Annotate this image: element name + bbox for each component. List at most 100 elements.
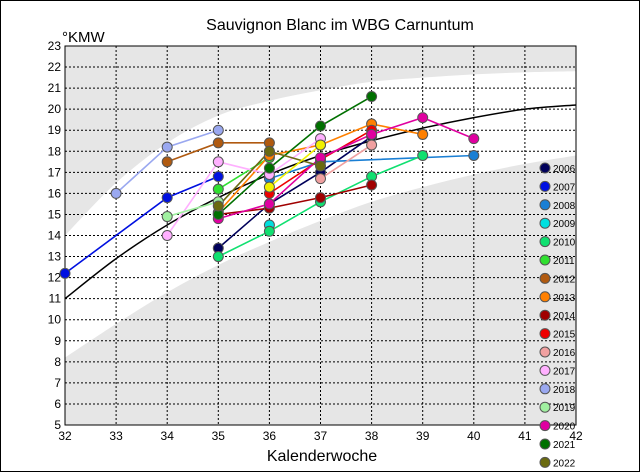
- data-point-2007: [161, 192, 173, 204]
- legend-marker-2016: [539, 346, 551, 358]
- legend-marker-2008: [539, 199, 551, 211]
- x-tick-label: 36: [263, 429, 277, 443]
- plot-border: [64, 45, 577, 426]
- data-point-2020: [468, 133, 480, 145]
- legend-marker-2010: [539, 236, 551, 248]
- legend-label-2014: 2014: [553, 311, 576, 322]
- data-point-2018: [161, 141, 173, 153]
- x-tick-label: 32: [58, 429, 72, 443]
- y-axis-label: °KMW: [62, 29, 105, 46]
- data-point-2012: [161, 156, 173, 168]
- data-point-2007: [59, 267, 71, 279]
- data-point-2019: [161, 211, 173, 223]
- data-point-2007: [212, 171, 224, 183]
- series-line-2023: [268, 144, 322, 188]
- legend-label-2013: 2013: [553, 293, 576, 304]
- series-line-2011: [217, 156, 270, 190]
- legend-marker-2018: [539, 383, 551, 395]
- y-tick-label: 5: [54, 418, 61, 432]
- y-tick-label: 13: [48, 250, 62, 264]
- data-point-2023: [263, 181, 275, 193]
- data-point-2013: [417, 128, 429, 140]
- legend-label-2022: 2022: [553, 458, 576, 469]
- legend-label-2007: 2007: [553, 182, 576, 193]
- data-point-2021: [315, 120, 326, 132]
- x-tick-label: 39: [416, 429, 430, 443]
- x-tick-label: 34: [161, 429, 175, 443]
- legend-label-2016: 2016: [553, 348, 576, 359]
- series-line-2021: [217, 95, 372, 216]
- data-point-2012: [212, 137, 224, 149]
- data-point-2018: [110, 187, 122, 199]
- data-point-2022: [263, 145, 275, 157]
- legend-marker-2015: [539, 328, 551, 340]
- data-point-2010: [263, 225, 275, 237]
- legend-marker-2014: [539, 309, 551, 321]
- legend-marker-2022: [539, 456, 551, 468]
- legend-label-2011: 2011: [553, 256, 575, 267]
- legend-label-2008: 2008: [553, 201, 576, 212]
- legend-label-2012: 2012: [553, 274, 576, 285]
- data-point-2016: [366, 139, 378, 151]
- y-tick-label: 19: [48, 123, 62, 137]
- legend-marker-2009: [539, 217, 551, 229]
- y-tick-label: 16: [48, 186, 62, 200]
- legend-marker-2011: [539, 254, 551, 266]
- legend-label-2006: 2006: [553, 164, 576, 175]
- y-tick-label: 21: [48, 81, 62, 95]
- legend-marker-2013: [539, 291, 551, 303]
- data-point-2017: [161, 230, 173, 241]
- legend-marker-2006: [539, 162, 551, 174]
- data-point-2022: [315, 160, 326, 172]
- data-point-2017: [212, 156, 224, 168]
- x-tick-label: 35: [212, 429, 226, 443]
- series-line-2020: [218, 116, 475, 220]
- x-tick-label: 37: [314, 429, 328, 443]
- data-point-2010: [417, 149, 429, 161]
- y-tick-label: 15: [48, 207, 62, 221]
- series-line-2019: [166, 201, 219, 218]
- y-tick-label: 10: [48, 313, 62, 327]
- y-tick-label: 8: [54, 355, 61, 369]
- x-tick-label: 41: [518, 429, 532, 443]
- series-line-2017: [166, 137, 321, 236]
- y-tick-label: 11: [49, 292, 62, 306]
- legend-label-2020: 2020: [553, 422, 576, 433]
- data-point-2014: [315, 192, 326, 204]
- data-point-2021: [366, 91, 378, 103]
- legend-label-2019: 2019: [553, 403, 576, 414]
- y-tick-label: 17: [48, 165, 62, 179]
- data-point-2020: [263, 198, 275, 210]
- data-point-2014: [366, 179, 378, 191]
- data-point-2020: [366, 128, 378, 140]
- legend: 2006 2007 2008 2009 2010 2011 2012 2013 2014 2015…: [539, 162, 576, 469]
- y-tick-label: 22: [48, 60, 62, 74]
- y-tick-label: 9: [54, 334, 61, 348]
- legend-marker-2007: [539, 180, 551, 192]
- legend-marker-2021: [539, 438, 551, 450]
- data-point-2023: [315, 139, 326, 151]
- x-axis-label: Kalenderwoche: [267, 448, 377, 465]
- legend-label-2021: 2021: [553, 440, 576, 451]
- legend-label-2015: 2015: [553, 330, 576, 341]
- legend-marker-2019: [539, 401, 551, 413]
- chart-title: Sauvignon Blanc im WBG Carnuntum: [206, 17, 474, 34]
- legend-marker-2017: [539, 364, 551, 376]
- legend-label-2017: 2017: [553, 366, 576, 377]
- data-point-2008: [468, 149, 480, 161]
- legend-label-2010: 2010: [553, 238, 576, 249]
- y-tick-label: 14: [48, 229, 62, 243]
- data-point-2021: [263, 162, 275, 174]
- plot-area: 5 6 7 8 9 10 11 12 13 14 15 16 17 18 19 20 21 22 23 32 33 34 3…: [48, 39, 583, 443]
- x-tick-label: 40: [467, 429, 481, 443]
- x-tick-label: 38: [365, 429, 379, 443]
- data-point-2020: [417, 112, 429, 124]
- series-line-2006: [217, 135, 373, 249]
- x-tick-label: 42: [569, 429, 583, 443]
- y-tick-label: 18: [48, 144, 62, 158]
- y-tick-label: 23: [48, 39, 62, 53]
- data-point-2018: [212, 124, 224, 136]
- series-line-2016: [320, 144, 373, 180]
- data-point-2010: [212, 251, 224, 263]
